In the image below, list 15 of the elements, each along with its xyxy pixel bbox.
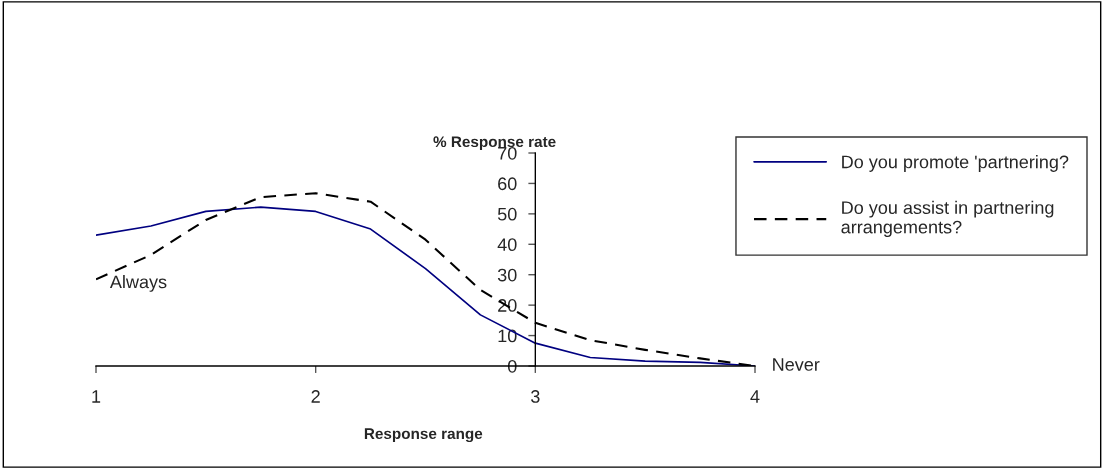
- y-tick-label: 30: [497, 268, 517, 282]
- legend-label: Do you assist in partnering arrangements?: [841, 200, 1054, 238]
- y-tick-label: 20: [498, 299, 517, 312]
- y-tick-label: 40: [497, 238, 517, 252]
- y-tick-label: 60: [498, 177, 517, 191]
- x-tick-label: 1: [92, 390, 101, 403]
- x-tick-label: 3: [531, 390, 540, 403]
- x-axis-title: Response range: [364, 428, 483, 443]
- annotation: Always: [109, 275, 167, 292]
- x-tick-label: 2: [311, 390, 320, 403]
- y-tick-label: 50: [497, 207, 517, 221]
- x-tick-label: 4: [750, 390, 760, 403]
- annotation: Never: [773, 358, 820, 371]
- y-tick-label: 10: [498, 329, 517, 343]
- legend-label: Do you promote 'partnering?: [842, 155, 1069, 172]
